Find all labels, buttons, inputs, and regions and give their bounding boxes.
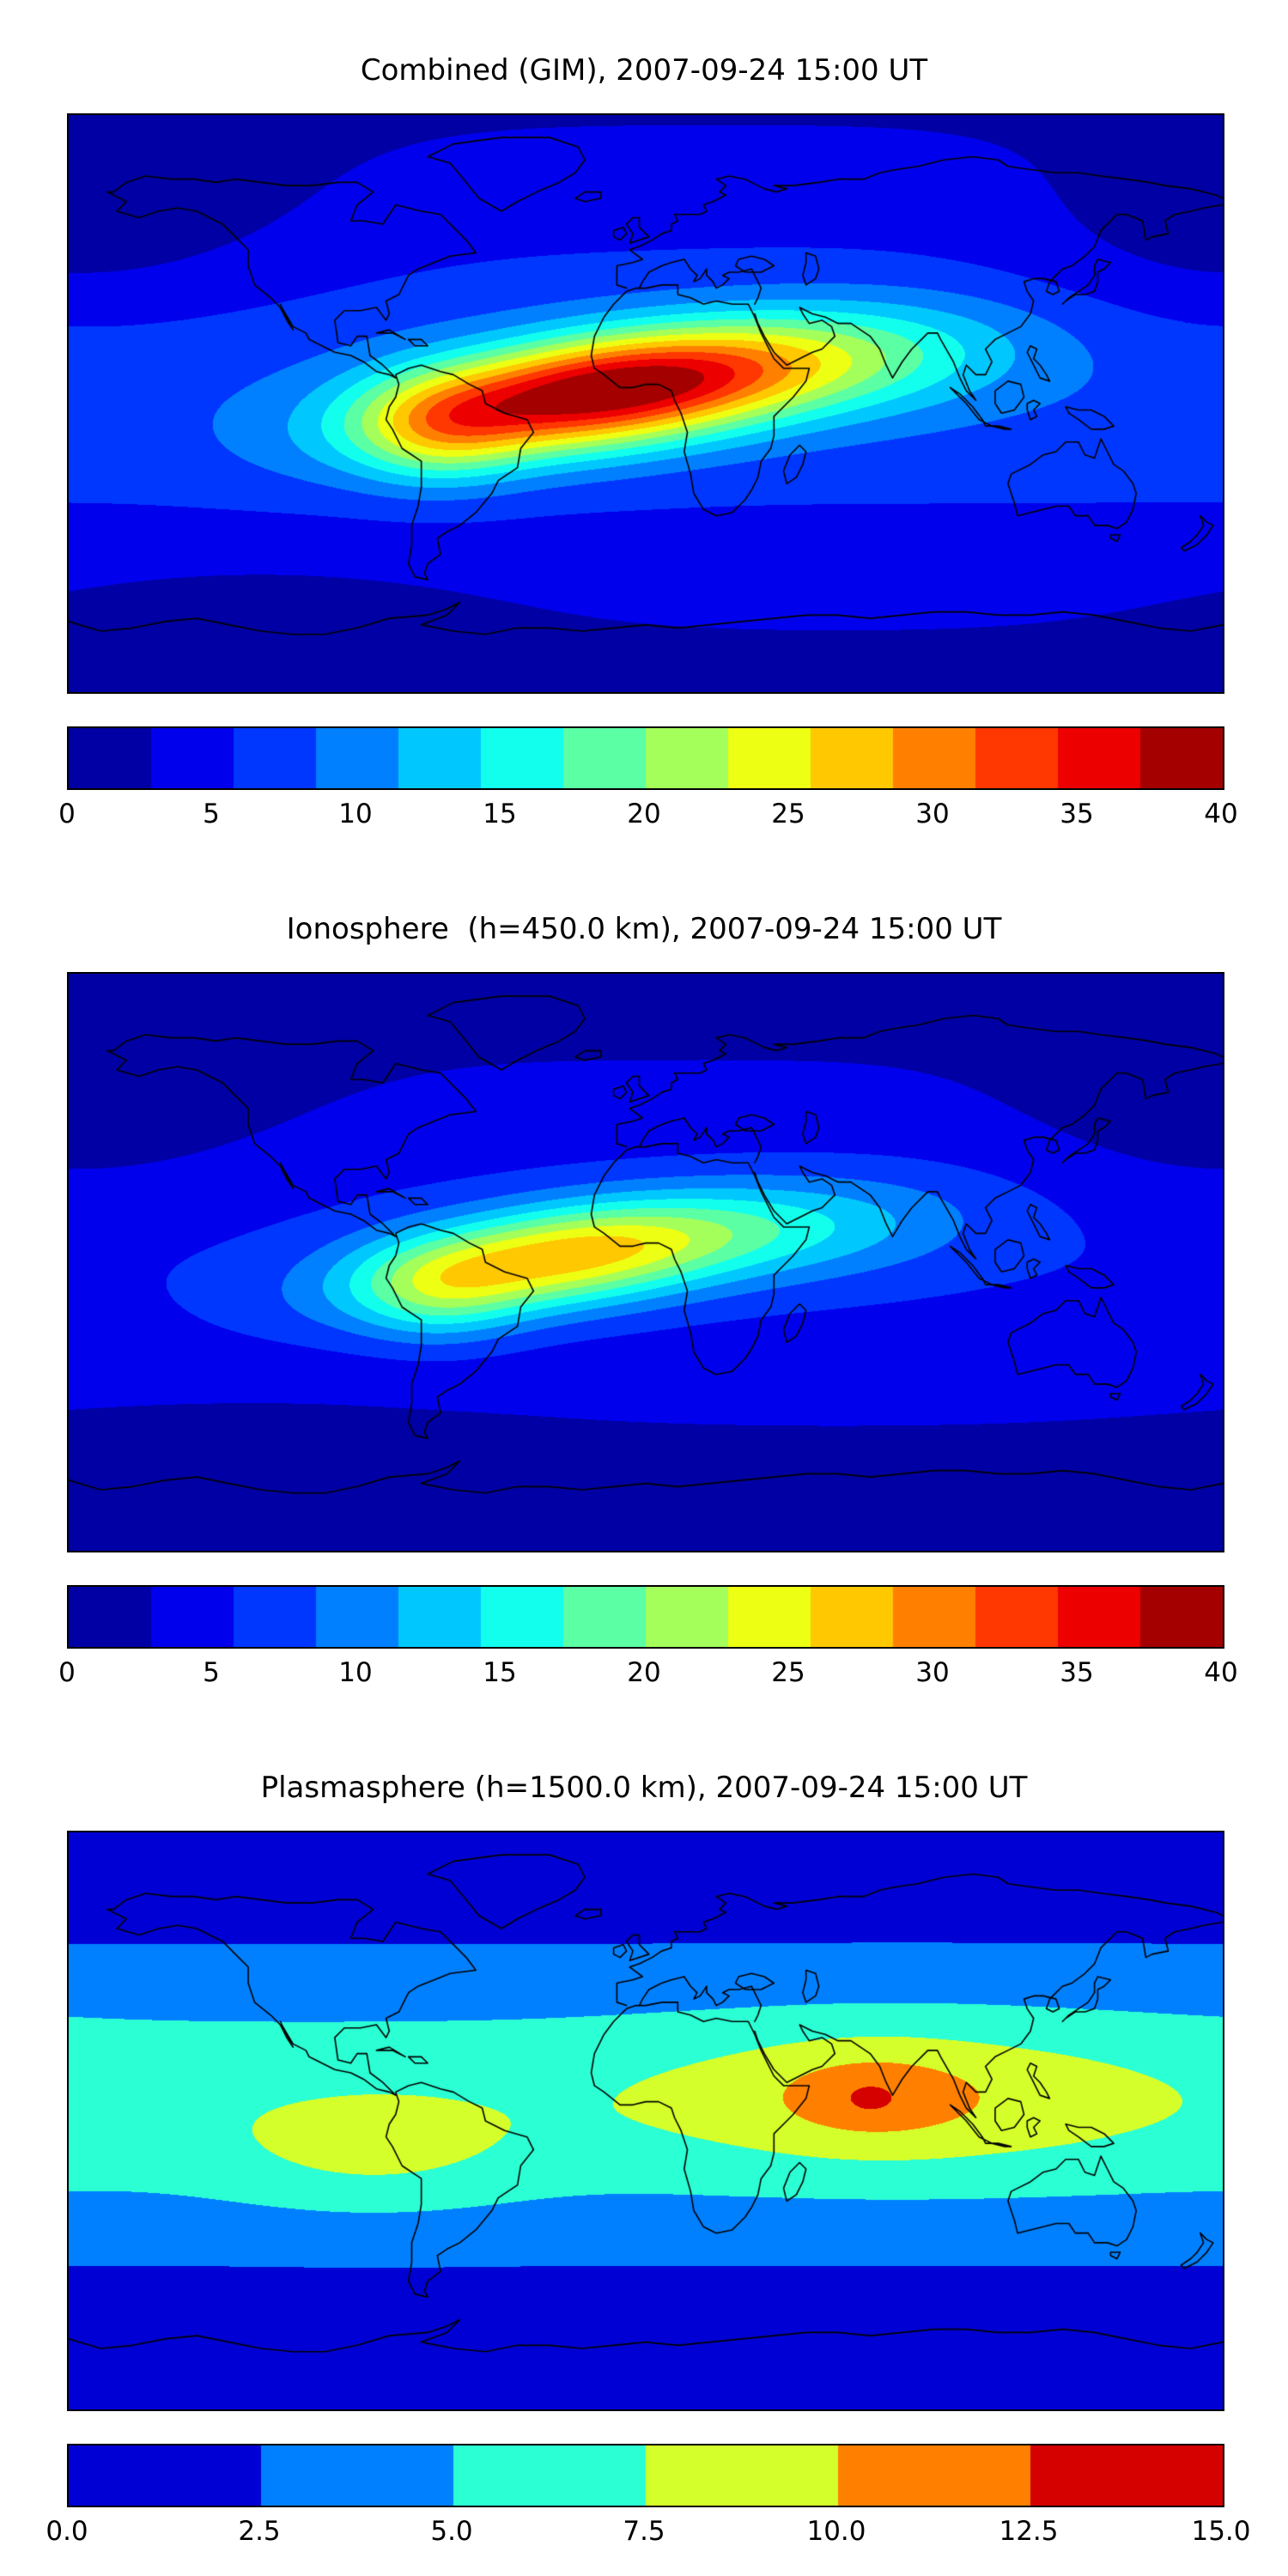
colorbar-tick-label: 35 [1060,799,1094,829]
colorbar-tick-label: 10 [338,1657,373,1688]
colorbar-tick-label: 0.0 [46,2516,88,2547]
colorbar-ticks-plasmasphere: 0.0 2.5 5.0 7.5 10.0 12.5 15.0 [46,2516,1250,2555]
colorbar-tick-label: 25 [771,1657,805,1688]
panel-ionosphere: Ionosphere (h=450.0 km), 2007-09-24 15:0… [0,859,1288,1717]
colorbar-tick-label: 0 [58,799,76,829]
colorbar-tick-label: 12.5 [999,2516,1059,2547]
chart-title-ionosphere: Ionosphere (h=450.0 km), 2007-09-24 15:0… [286,912,1002,946]
world-map-plasmasphere [67,1831,1224,2411]
colorbar-tick-label: 15 [483,799,517,829]
panel-plasmasphere: Plasmasphere (h=1500.0 km), 2007-09-24 1… [0,1717,1288,2576]
chart-title-combined: Combined (GIM), 2007-09-24 15:00 UT [360,53,928,88]
colorbar-tick-label: 15 [483,1657,517,1688]
colorbar-tick-label: 20 [627,799,661,829]
colorbar-combined [67,726,1224,790]
colorbar-tick-label: 30 [915,1657,950,1688]
colorbar-tick-label: 0 [58,1657,76,1688]
colorbar-tick-label: 20 [627,1657,661,1688]
colorbar-tick-label: 10 [338,799,373,829]
colorbar-tick-label: 7.5 [623,2516,665,2547]
colorbar-tick-label: 5 [203,799,220,829]
colorbar-tick-label: 5.0 [430,2516,473,2547]
colorbar-tick-label: 30 [915,799,950,829]
colorbar-tick-label: 25 [771,799,805,829]
colorbar-tick-label: 10.0 [806,2516,866,2547]
colorbar-tick-label: 35 [1060,1657,1094,1688]
colorbar-ticks-combined: 0 5 10 15 20 25 30 35 40 [58,799,1238,838]
colorbar-ionosphere [67,1585,1224,1649]
colorbar-tick-label: 40 [1204,799,1238,829]
colorbar-plasmasphere [67,2444,1224,2507]
colorbar-tick-label: 5 [203,1657,220,1688]
colorbar-tick-label: 2.5 [238,2516,281,2547]
colorbar-tick-label: 40 [1204,1657,1238,1688]
panel-combined: Combined (GIM), 2007-09-24 15:00 UT 0 5 10… [0,0,1288,859]
chart-title-plasmasphere: Plasmasphere (h=1500.0 km), 2007-09-24 1… [260,1771,1028,1805]
colorbar-ticks-ionosphere: 0 5 10 15 20 25 30 35 40 [58,1657,1238,1697]
world-map-ionosphere [67,972,1224,1552]
world-map-combined [67,113,1224,694]
colorbar-tick-label: 15.0 [1191,2516,1251,2547]
